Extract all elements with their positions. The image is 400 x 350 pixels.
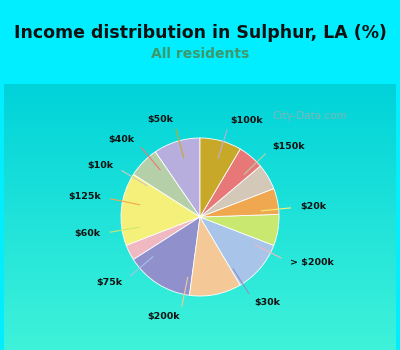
Text: All residents: All residents [151,47,249,61]
Text: $10k: $10k [87,161,113,170]
Text: $150k: $150k [273,142,305,151]
Wedge shape [155,138,200,217]
Text: $60k: $60k [74,229,100,238]
Wedge shape [190,217,240,296]
Wedge shape [133,152,200,217]
Wedge shape [121,174,200,245]
Text: $75k: $75k [97,278,123,287]
Wedge shape [200,214,279,245]
Text: $100k: $100k [230,116,262,125]
Text: $125k: $125k [68,193,101,201]
Text: $50k: $50k [147,115,173,124]
Text: $40k: $40k [108,135,135,144]
Text: City-Data.com: City-Data.com [272,111,347,121]
Wedge shape [200,138,240,217]
Wedge shape [200,189,279,217]
Wedge shape [133,217,200,295]
Wedge shape [200,166,274,217]
Wedge shape [200,149,260,217]
Text: $20k: $20k [301,202,327,211]
Wedge shape [200,217,274,285]
Text: $30k: $30k [254,298,280,307]
Wedge shape [126,217,200,260]
Text: > $200k: > $200k [290,258,334,267]
Text: Income distribution in Sulphur, LA (%): Income distribution in Sulphur, LA (%) [14,24,386,42]
Text: $200k: $200k [147,312,180,321]
